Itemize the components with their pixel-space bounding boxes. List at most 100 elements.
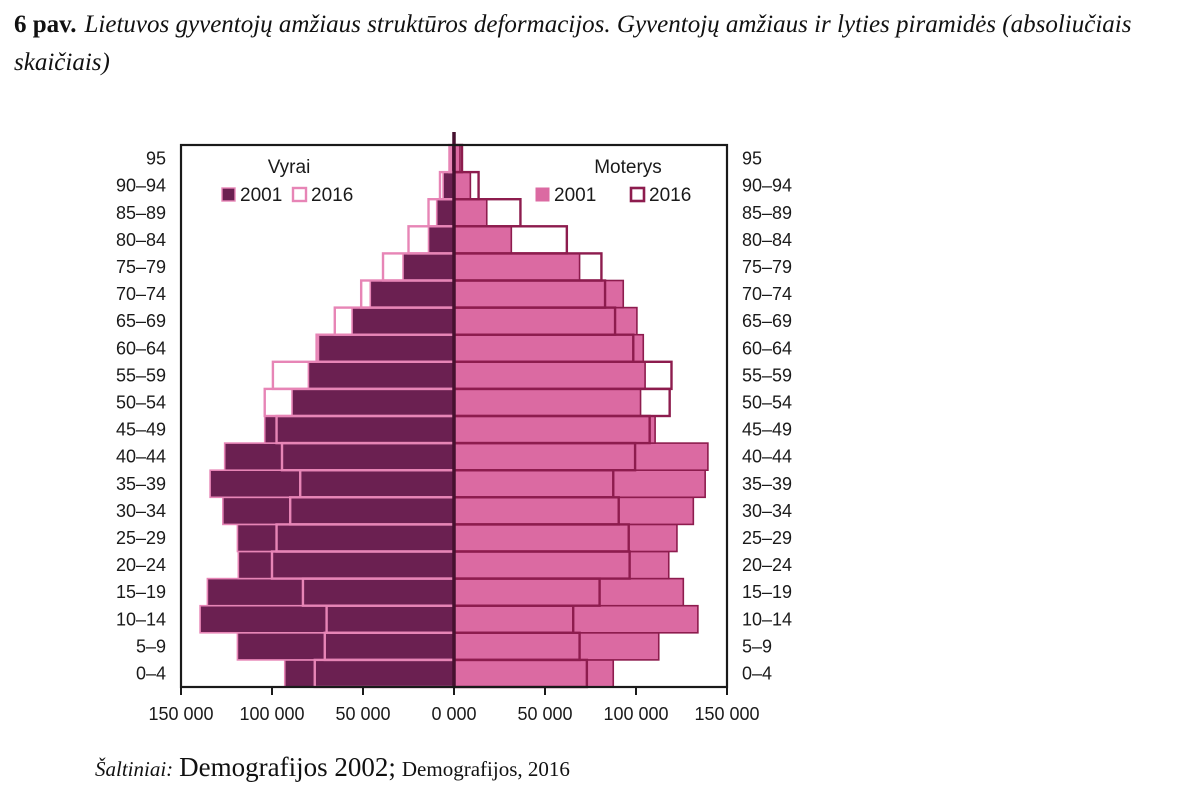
bar-moterys-2001-70–74 xyxy=(453,279,625,309)
x-tick-label: 100 000 xyxy=(603,704,668,724)
legend-label-vyrai-2016: 2016 xyxy=(311,185,353,206)
age-label-right-55–59: 55–59 xyxy=(742,365,792,385)
bar-moterys-2001-85–89 xyxy=(453,198,488,228)
bar-moterys-2001-45–49 xyxy=(453,415,656,444)
bar-vyrai-2001-20–24 xyxy=(237,550,455,580)
bar-vyrai-2001-25–29 xyxy=(236,523,455,553)
bar-vyrai-2001-65–69 xyxy=(351,306,455,336)
bar-vyrai-2001-30–34 xyxy=(222,496,455,526)
age-label-left-60–64: 60–64 xyxy=(116,338,166,358)
bar-vyrai-2001-85–89 xyxy=(435,198,455,228)
age-label-right-50–54: 50–54 xyxy=(742,392,792,412)
age-label-right-25–29: 25–29 xyxy=(742,528,792,548)
age-label-left-20–24: 20–24 xyxy=(116,555,166,575)
age-label-left-55–59: 55–59 xyxy=(116,365,166,385)
age-label-right-60–64: 60–64 xyxy=(742,338,792,358)
age-label-left-65–69: 65–69 xyxy=(116,311,166,331)
age-label-right-0–4: 0–4 xyxy=(742,663,772,683)
age-label-left-5–9: 5–9 xyxy=(136,636,166,656)
legend-title-moterys: Moterys xyxy=(594,157,662,178)
age-label-right-40–44: 40–44 xyxy=(742,447,792,467)
bar-vyrai-2001-75–79 xyxy=(402,252,455,282)
age-label-right-65–69: 65–69 xyxy=(742,311,792,331)
age-label-left-90–94: 90–94 xyxy=(116,176,166,196)
figure-title-line2: (absoliučiais skaičiais) xyxy=(14,11,1132,76)
legend-swatch-vyrai-2016 xyxy=(291,186,308,203)
legend-label-moterys-2016: 2016 xyxy=(649,185,691,206)
bar-vyrai-2001-55–59 xyxy=(307,360,455,390)
age-label-right-95: 95 xyxy=(742,149,762,169)
age-label-left-35–39: 35–39 xyxy=(116,474,166,494)
age-label-left-45–49: 45–49 xyxy=(116,420,166,440)
age-label-left-50–54: 50–54 xyxy=(116,392,166,412)
figure-caption: 6 pav. Lietuvos gyventojų amžiaus struktū… xyxy=(14,6,1196,82)
age-label-right-10–14: 10–14 xyxy=(742,609,792,629)
x-tick-label: 100 000 xyxy=(239,704,304,724)
bar-vyrai-2001-50–54 xyxy=(291,388,455,417)
legend-label-vyrai-2001: 2001 xyxy=(240,185,282,206)
age-label-right-75–79: 75–79 xyxy=(742,257,792,277)
legend-swatch-moterys-2001 xyxy=(535,187,550,202)
bar-vyrai-2001-70–74 xyxy=(369,279,455,309)
age-label-right-90–94: 90–94 xyxy=(742,176,792,196)
bar-moterys-2001-75–79 xyxy=(453,252,581,282)
age-label-left-95: 95 xyxy=(146,149,166,169)
age-label-right-5–9: 5–9 xyxy=(742,636,772,656)
age-label-right-35–39: 35–39 xyxy=(742,474,792,494)
source-prefix: Šaltiniai: xyxy=(95,757,174,781)
bar-vyrai-2001-15–19 xyxy=(206,577,455,607)
age-label-right-80–84: 80–84 xyxy=(742,230,792,250)
bar-moterys-2001-55–59 xyxy=(453,360,646,390)
bar-vyrai-2001-60–64 xyxy=(317,333,455,363)
legend-swatch-moterys-2016 xyxy=(629,186,646,203)
x-tick-label: 150 000 xyxy=(694,704,759,724)
bar-moterys-2001-10–14 xyxy=(453,604,699,634)
bar-vyrai-2001-45–49 xyxy=(263,415,455,444)
age-label-left-70–74: 70–74 xyxy=(116,284,166,304)
bar-vyrai-2001-80–84 xyxy=(427,225,455,255)
age-label-left-0–4: 0–4 xyxy=(136,663,166,683)
age-label-right-15–19: 15–19 xyxy=(742,582,792,602)
bar-vyrai-2001-5–9 xyxy=(236,631,455,661)
bar-moterys-2001-15–19 xyxy=(453,577,685,607)
source-ref-2016: Demografijos, 2016 xyxy=(401,757,570,781)
age-label-left-10–14: 10–14 xyxy=(116,609,166,629)
x-tick-label: 50 000 xyxy=(335,704,390,724)
age-label-right-85–89: 85–89 xyxy=(742,203,792,223)
age-label-left-30–34: 30–34 xyxy=(116,501,166,521)
source-line: Šaltiniai: Demografijos 2002; Demografijos… xyxy=(95,752,570,783)
bar-moterys-2001-50–54 xyxy=(453,388,642,417)
age-label-left-80–84: 80–84 xyxy=(116,230,166,250)
age-label-left-75–79: 75–79 xyxy=(116,257,166,277)
legend-swatch-vyrai-2001 xyxy=(221,187,236,202)
legend-title-vyrai: Vyrai xyxy=(268,157,311,178)
age-label-left-40–44: 40–44 xyxy=(116,447,166,467)
bar-moterys-2001-25–29 xyxy=(453,523,678,553)
bar-moterys-2001-60–64 xyxy=(453,333,645,363)
source-ref-2002: Demografijos 2002; xyxy=(179,752,396,782)
legend-label-moterys-2001: 2001 xyxy=(554,185,596,206)
bar-moterys-2001-20–24 xyxy=(453,550,670,580)
age-label-left-85–89: 85–89 xyxy=(116,203,166,223)
x-tick-label: 0 000 xyxy=(431,704,476,724)
bar-vyrai-2001-40–44 xyxy=(223,442,455,472)
bar-moterys-2001-30–34 xyxy=(453,496,695,526)
figure-title-line1: Lietuvos gyventojų amžiaus struktūros de… xyxy=(84,11,997,38)
bar-moterys-2001-35–39 xyxy=(453,469,706,499)
age-label-left-15–19: 15–19 xyxy=(116,582,166,602)
figure-number: 6 pav. xyxy=(14,11,77,38)
age-label-right-20–24: 20–24 xyxy=(742,555,792,575)
age-label-left-25–29: 25–29 xyxy=(116,528,166,548)
bar-vyrai-2001-35–39 xyxy=(209,469,455,499)
age-label-right-30–34: 30–34 xyxy=(742,501,792,521)
bar-moterys-2001-80–84 xyxy=(453,225,513,255)
x-tick-label: 50 000 xyxy=(517,704,572,724)
x-tick-label: 150 000 xyxy=(148,704,213,724)
bar-moterys-2001-40–44 xyxy=(453,442,709,472)
bar-moterys-2001-0–4 xyxy=(453,659,615,688)
age-label-right-45–49: 45–49 xyxy=(742,420,792,440)
bar-moterys-2001-90–94 xyxy=(453,171,472,201)
bar-moterys-2001-5–9 xyxy=(453,631,660,661)
